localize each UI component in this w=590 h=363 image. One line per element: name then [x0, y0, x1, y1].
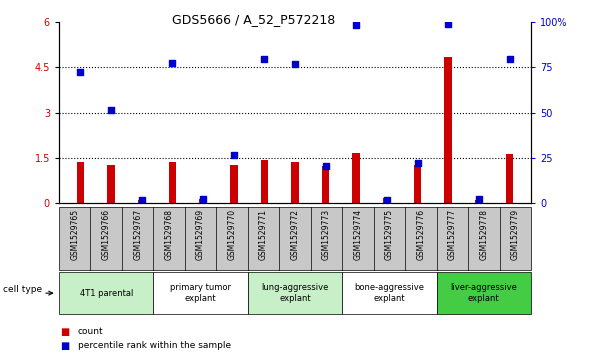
Text: GSM1529773: GSM1529773: [322, 209, 331, 260]
Text: GSM1529771: GSM1529771: [259, 209, 268, 260]
Bar: [169, 163, 176, 203]
Bar: [414, 164, 421, 203]
Text: GSM1529778: GSM1529778: [479, 209, 489, 260]
Text: GSM1529766: GSM1529766: [101, 209, 111, 260]
Bar: [138, 200, 146, 203]
Text: GSM1529772: GSM1529772: [290, 209, 300, 260]
Bar: [322, 166, 329, 203]
Point: [106, 107, 116, 113]
Point: [413, 160, 422, 166]
Text: GSM1529777: GSM1529777: [448, 209, 457, 260]
Text: ■: ■: [60, 340, 70, 351]
Text: GDS5666 / A_52_P572218: GDS5666 / A_52_P572218: [172, 13, 335, 26]
Text: percentile rank within the sample: percentile rank within the sample: [78, 341, 231, 350]
Text: cell type: cell type: [3, 285, 42, 294]
Point: [290, 61, 300, 66]
Point: [76, 69, 85, 75]
Text: GSM1529768: GSM1529768: [165, 209, 173, 260]
Text: 4T1 parental: 4T1 parental: [80, 289, 133, 298]
Bar: [475, 200, 483, 203]
Point: [352, 23, 361, 28]
Text: GSM1529775: GSM1529775: [385, 209, 394, 260]
Bar: [230, 166, 238, 203]
Point: [260, 56, 269, 62]
Bar: [261, 160, 268, 203]
Text: lung-aggressive
explant: lung-aggressive explant: [261, 284, 329, 303]
Text: bone-aggressive
explant: bone-aggressive explant: [355, 284, 424, 303]
Point: [137, 197, 146, 203]
Point: [198, 196, 208, 202]
Text: GSM1529767: GSM1529767: [133, 209, 142, 260]
Bar: [107, 164, 115, 203]
Bar: [352, 153, 360, 203]
FancyArrowPatch shape: [46, 291, 53, 295]
Bar: [383, 198, 391, 203]
Point: [474, 196, 484, 202]
Text: count: count: [78, 327, 103, 336]
Point: [229, 152, 238, 158]
Text: GSM1529769: GSM1529769: [196, 209, 205, 260]
Bar: [291, 162, 299, 203]
Text: ■: ■: [60, 327, 70, 337]
Text: GSM1529770: GSM1529770: [228, 209, 237, 260]
Text: liver-aggressive
explant: liver-aggressive explant: [450, 284, 517, 303]
Bar: [77, 163, 84, 203]
Point: [505, 56, 514, 62]
Bar: [506, 154, 513, 203]
Text: GSM1529765: GSM1529765: [70, 209, 79, 260]
Text: GSM1529776: GSM1529776: [417, 209, 425, 260]
Text: GSM1529774: GSM1529774: [353, 209, 362, 260]
Point: [444, 21, 453, 27]
Bar: [444, 57, 452, 203]
Bar: [199, 199, 207, 203]
Point: [321, 163, 330, 169]
Point: [382, 197, 392, 203]
Text: primary tumor
explant: primary tumor explant: [170, 284, 231, 303]
Point: [168, 60, 177, 66]
Text: GSM1529779: GSM1529779: [511, 209, 520, 260]
